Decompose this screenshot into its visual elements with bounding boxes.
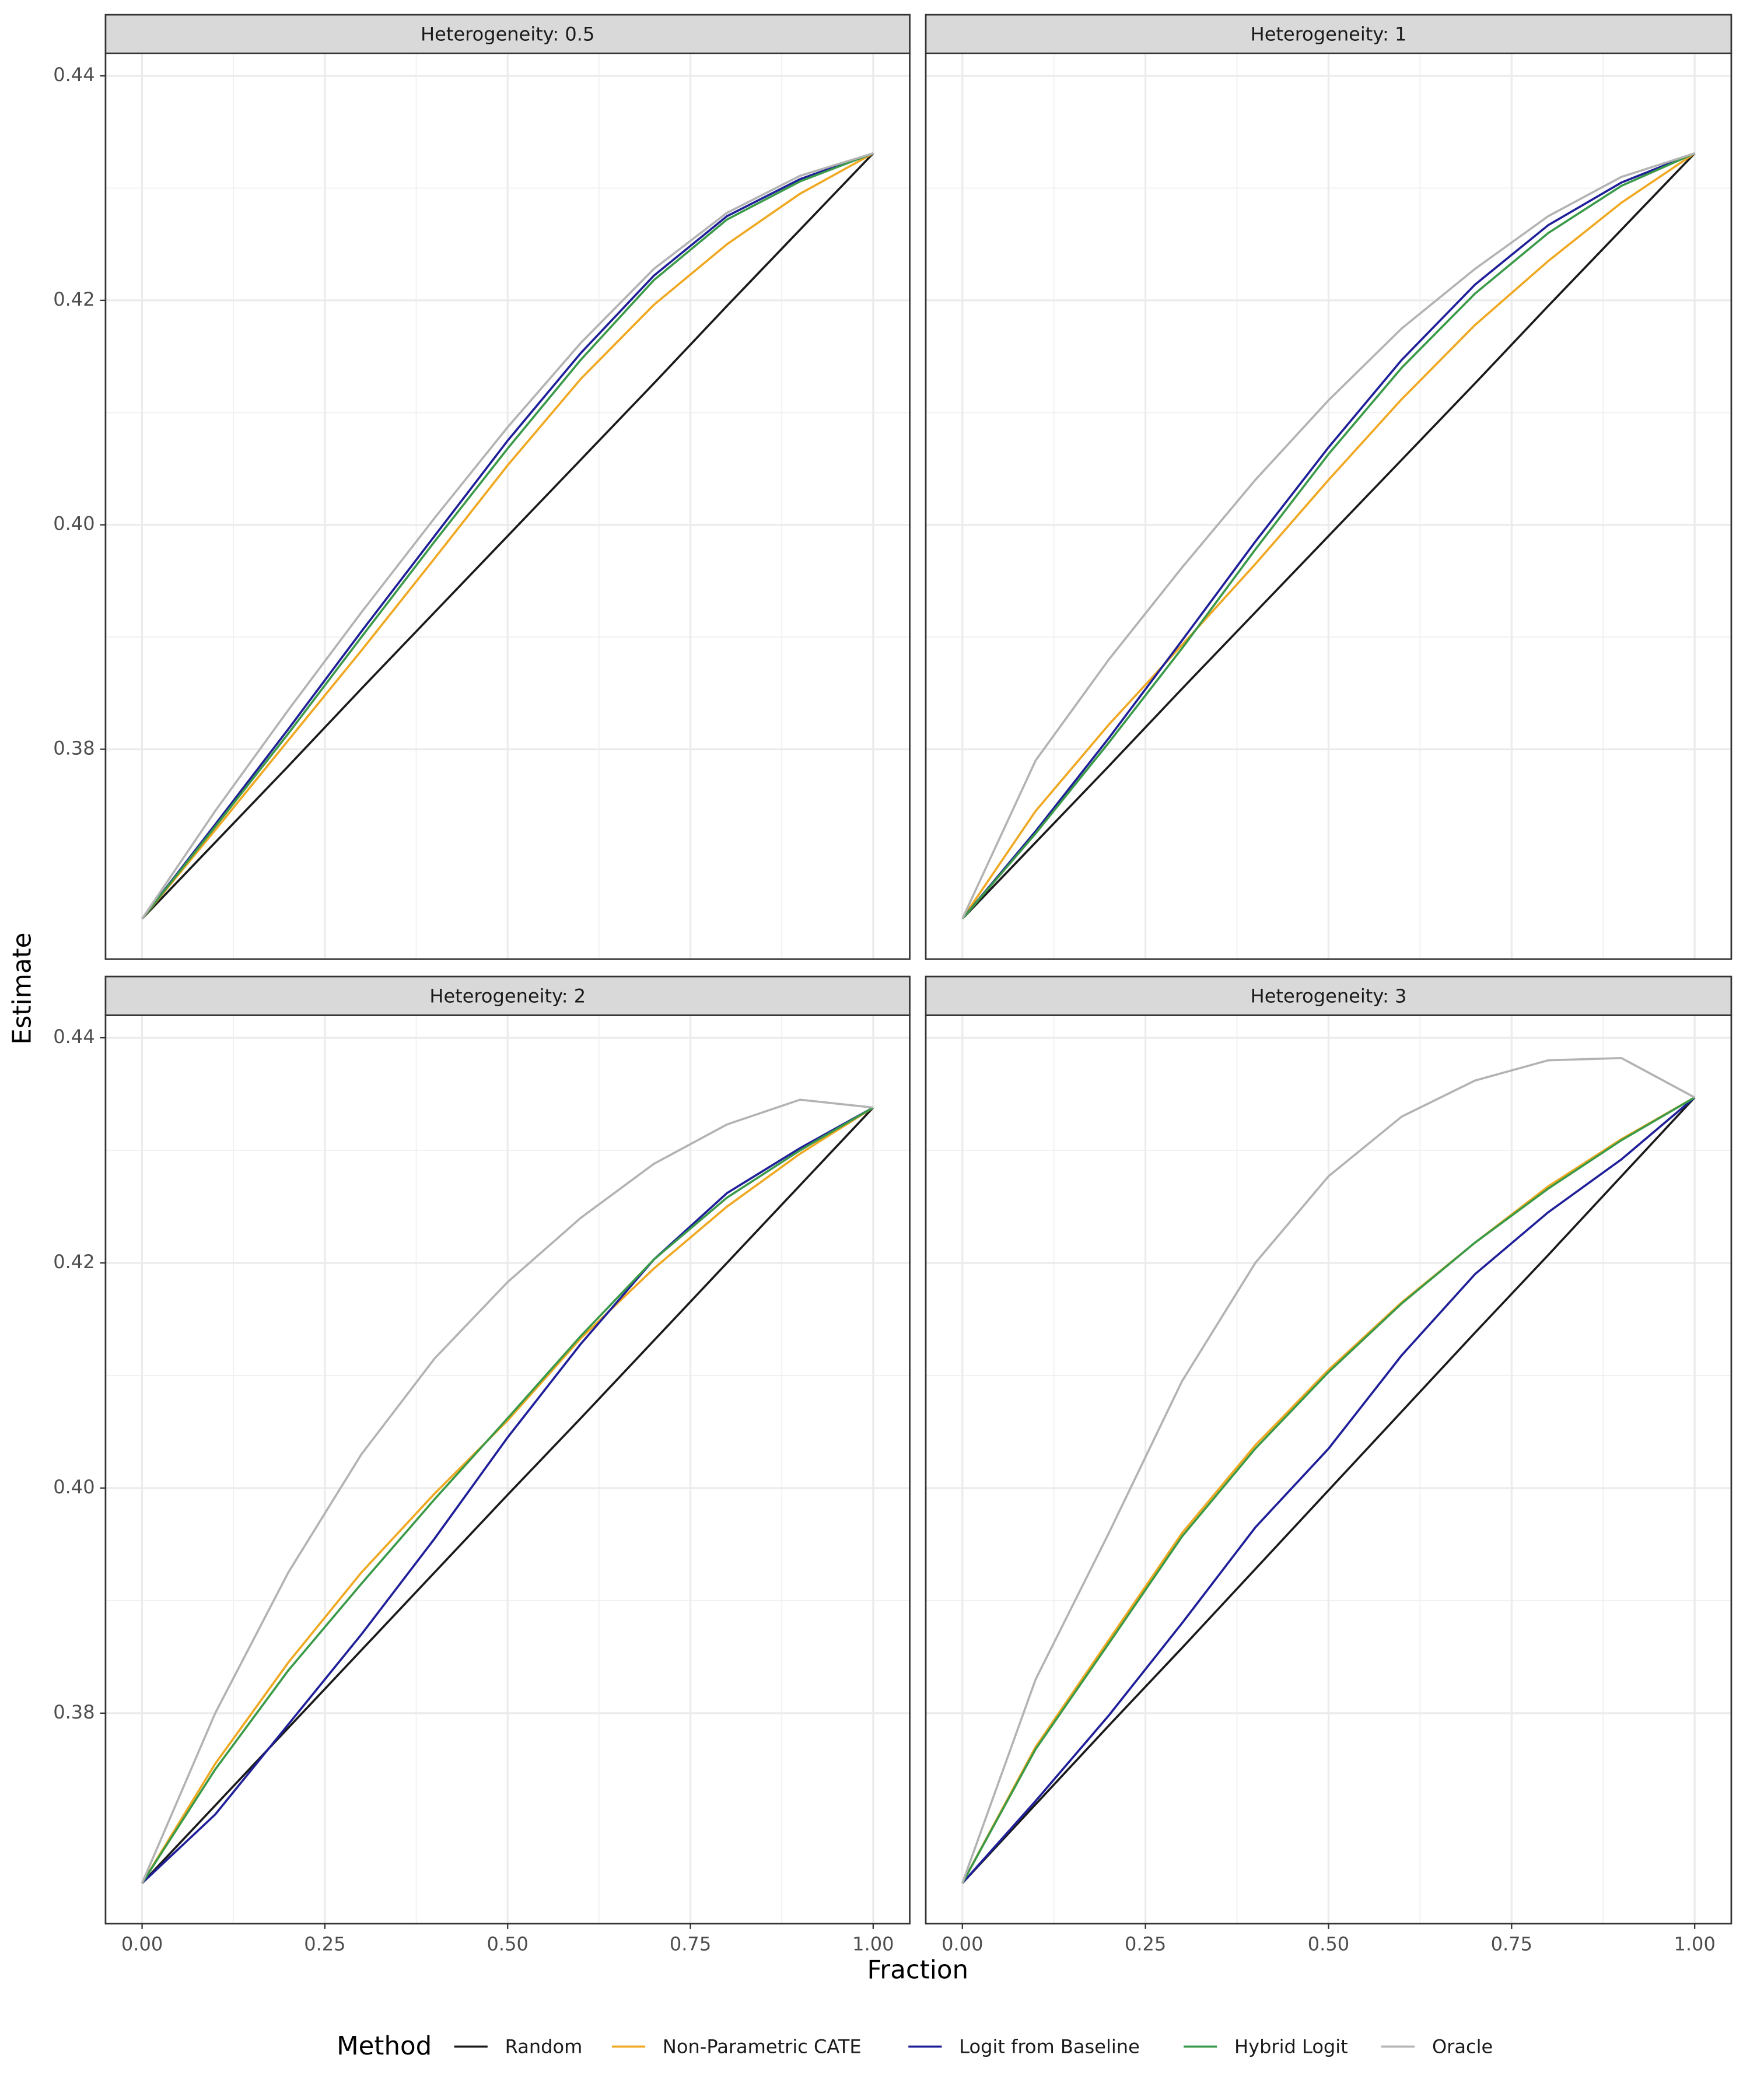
y-tick-label: 0.38 <box>53 1701 94 1723</box>
facet-label: Heterogeneity: 2 <box>429 985 586 1007</box>
y-tick-label: 0.44 <box>53 1026 94 1048</box>
x-tick-label: 0.75 <box>1491 1933 1532 1955</box>
x-tick-label: 0.50 <box>487 1933 528 1955</box>
x-tick-label: 0.75 <box>670 1933 711 1955</box>
facet-strip <box>925 13 1732 54</box>
x-tick-label: 0.50 <box>1308 1933 1349 1955</box>
series-line <box>961 152 1696 920</box>
x-axis-title: Fraction <box>867 1956 968 1985</box>
series-line <box>961 1096 1696 1884</box>
y-tick-label: 0.42 <box>53 288 94 310</box>
facet-strip <box>104 975 911 1016</box>
legend-label: Non-Parametric CATE <box>663 2036 862 2058</box>
x-tick-label: 0.25 <box>1125 1933 1166 1955</box>
x-tick-label: 1.00 <box>1674 1933 1715 1955</box>
series-line <box>141 1107 874 1884</box>
facet-strip <box>104 13 911 54</box>
series-line <box>141 152 874 920</box>
series-line <box>141 1098 874 1884</box>
series-line <box>141 1107 874 1884</box>
facet-label: Heterogeneity: 1 <box>1251 23 1407 46</box>
series-line <box>141 1107 874 1884</box>
series-line <box>141 152 874 920</box>
y-tick-label: 0.40 <box>53 1476 94 1498</box>
legend-label: Logit from Baseline <box>959 2036 1140 2058</box>
series-line <box>961 1096 1696 1884</box>
series-line <box>961 1096 1696 1884</box>
series-line <box>961 1056 1696 1884</box>
y-tick-label: 0.44 <box>53 64 94 86</box>
facet-strip <box>925 975 1732 1016</box>
facet-label: Heterogeneity: 0.5 <box>421 23 594 46</box>
x-tick-label: 1.00 <box>852 1933 894 1955</box>
series-line <box>961 152 1695 920</box>
series-line <box>961 152 1695 920</box>
series-line <box>141 152 874 920</box>
facet-label: Heterogeneity: 3 <box>1251 985 1407 1007</box>
y-axis-title: Estimate <box>8 933 37 1045</box>
legend-label: Random <box>505 2036 583 2058</box>
series-line <box>141 152 874 920</box>
legend-title: Method <box>337 2032 432 2061</box>
legend-label: Oracle <box>1432 2036 1493 2058</box>
series-line <box>961 152 1695 919</box>
x-tick-label: 0.00 <box>942 1933 983 1955</box>
y-tick-label: 0.38 <box>53 737 94 759</box>
series-line <box>961 152 1696 920</box>
y-tick-label: 0.42 <box>53 1251 94 1273</box>
y-tick-label: 0.40 <box>53 513 94 535</box>
series-line <box>961 1097 1696 1884</box>
x-tick-label: 0.00 <box>121 1933 163 1955</box>
x-tick-label: 0.25 <box>304 1933 345 1955</box>
legend-label: Hybrid Logit <box>1234 2036 1348 2058</box>
series-line <box>141 152 874 920</box>
